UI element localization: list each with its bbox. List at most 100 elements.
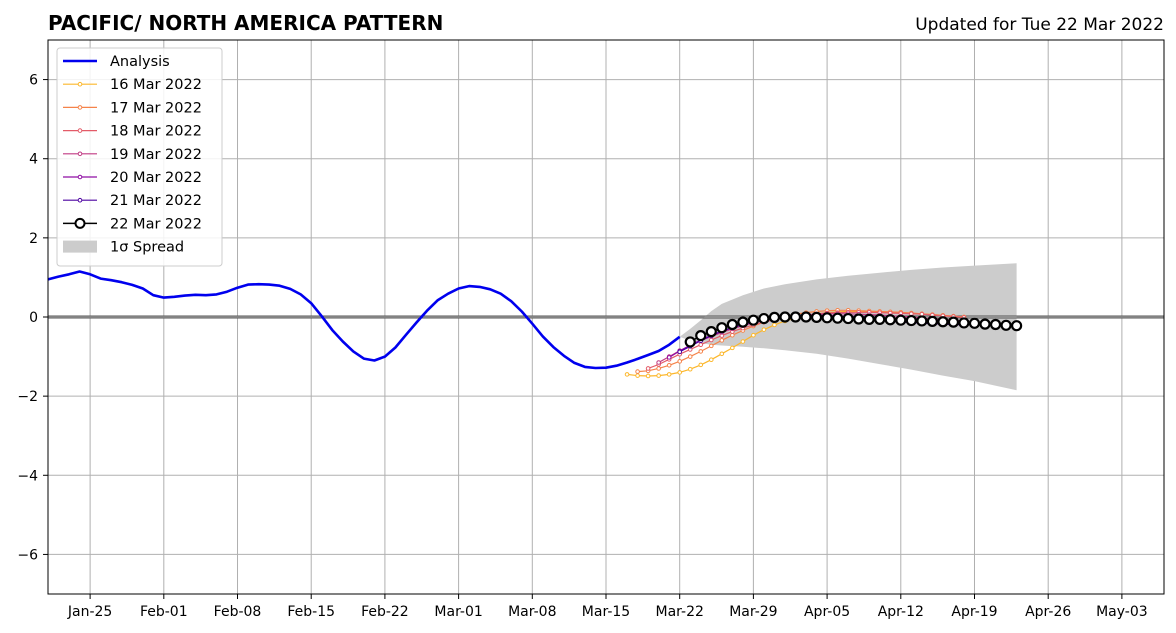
legend: Analysis 16 Mar 2022 17 Mar 2022 18 Mar 202…	[56, 47, 223, 267]
y-tick-label: 6	[29, 73, 38, 89]
forecast-point	[719, 351, 725, 357]
forecast-point	[695, 329, 707, 342]
forecast-point	[1011, 320, 1023, 332]
y-tick-label: −2	[17, 389, 38, 405]
forecast-point	[1000, 319, 1012, 331]
analysis-line	[47, 270, 681, 370]
forecast-point	[789, 311, 802, 323]
legend-marker	[77, 197, 83, 203]
forecast-point	[705, 326, 717, 338]
legend-label: 17 Mar 2022	[110, 100, 202, 116]
forecast-point	[926, 315, 938, 327]
legend-label: 20 Mar 2022	[110, 170, 202, 186]
legend-marker	[77, 81, 83, 87]
x-tick-label: Mar-29	[729, 604, 777, 620]
forecast-point	[726, 318, 738, 331]
forecast-point	[716, 322, 728, 334]
forecast-point	[979, 318, 991, 330]
chart-title: PACIFIC/ NORTH AMERICA PATTERN	[48, 11, 443, 35]
y-tick-label: 2	[29, 231, 38, 247]
forecast-point	[768, 311, 781, 323]
forecast-point	[666, 362, 672, 368]
forecast-point	[730, 345, 735, 351]
y-tick-label: 4	[29, 152, 38, 168]
forecast-point	[645, 373, 651, 379]
forecast-point	[656, 366, 661, 371]
forecast-point	[730, 332, 735, 338]
y-tick-label: −4	[17, 468, 38, 484]
y-tick-label: −6	[17, 547, 38, 563]
forecast-point	[635, 373, 640, 378]
legend-item: 22 Mar 2022	[63, 216, 202, 232]
legend-label: 21 Mar 2022	[110, 193, 202, 209]
forecast-point	[937, 316, 949, 328]
forecast-point	[698, 362, 704, 368]
chart-subtitle: Updated for Tue 22 Mar 2022	[915, 15, 1164, 35]
forecast-point	[874, 313, 886, 325]
legend-item: 16 Mar 2022	[63, 77, 202, 93]
legend-item: 20 Mar 2022	[63, 170, 202, 186]
legend-marker	[74, 217, 86, 229]
forecast-point	[698, 349, 704, 354]
y-tick-label: 0	[29, 310, 38, 326]
legend-item: 17 Mar 2022	[63, 100, 202, 116]
forecast-point	[656, 360, 661, 365]
x-tick-label: Mar-15	[582, 604, 630, 620]
analysis-series-line	[47, 270, 681, 370]
legend-marker	[77, 174, 83, 180]
forecast-point	[989, 318, 1002, 331]
legend-marker	[77, 151, 83, 157]
forecast-point	[895, 314, 907, 326]
forecast-point	[708, 337, 714, 343]
spread-band	[679, 263, 1017, 391]
legend-marker	[77, 105, 83, 110]
legend-item: 19 Mar 2022	[63, 147, 202, 163]
axes: Jan-25 Feb-01 Feb-08 Feb-15 Feb-22 Mar-01 Mar-…	[17, 39, 1165, 620]
legend-label: 16 Mar 2022	[110, 77, 202, 93]
forecast-point	[708, 357, 714, 363]
forecast-point	[853, 313, 865, 325]
forecast-point	[677, 370, 682, 375]
forecast-point	[761, 327, 767, 332]
x-tick-label: Mar-22	[656, 604, 704, 620]
forecast-point	[810, 311, 823, 323]
x-tick-label: May-03	[1096, 604, 1148, 620]
forecast-point	[737, 316, 749, 328]
forecast-point	[863, 313, 875, 325]
forecast-lines	[624, 307, 1023, 379]
forecast-point	[842, 312, 854, 325]
forecast-point	[905, 314, 917, 327]
forecast-point	[666, 372, 672, 377]
forecast-point	[666, 355, 672, 360]
legend-box	[56, 47, 223, 267]
x-tick-label: Apr-19	[951, 604, 997, 620]
legend-label: 1σ Spread	[110, 240, 184, 256]
x-tick-label: Apr-12	[878, 604, 924, 620]
plot-frame	[47, 39, 1165, 595]
forecast-point	[677, 349, 682, 355]
x-tick-label: Mar-01	[434, 604, 482, 620]
forecast-point	[708, 343, 714, 349]
forecast-point	[645, 366, 651, 371]
zero-line	[48, 315, 1164, 319]
forecast-point	[800, 311, 812, 323]
legend-item: 18 Mar 2022	[63, 124, 202, 140]
forecast-point	[958, 317, 970, 329]
forecast-point	[884, 314, 896, 326]
forecast-point	[772, 322, 777, 328]
forecast-point	[698, 342, 704, 348]
forecast-point	[719, 338, 725, 343]
forecast-point	[684, 336, 696, 348]
legend-label: Analysis	[110, 54, 170, 70]
legend-item: Analysis	[63, 54, 170, 70]
legend-marker	[77, 128, 83, 133]
legend-label: 19 Mar 2022	[110, 147, 202, 163]
forecast-point	[740, 339, 746, 344]
legend-label: 22 Mar 2022	[110, 216, 202, 232]
x-tick-label: Apr-26	[1025, 604, 1071, 620]
forecast-point	[832, 312, 844, 324]
forecast-point	[687, 354, 693, 359]
x-tick-label: Feb-15	[287, 604, 335, 620]
x-tick-label: Feb-22	[361, 604, 409, 620]
